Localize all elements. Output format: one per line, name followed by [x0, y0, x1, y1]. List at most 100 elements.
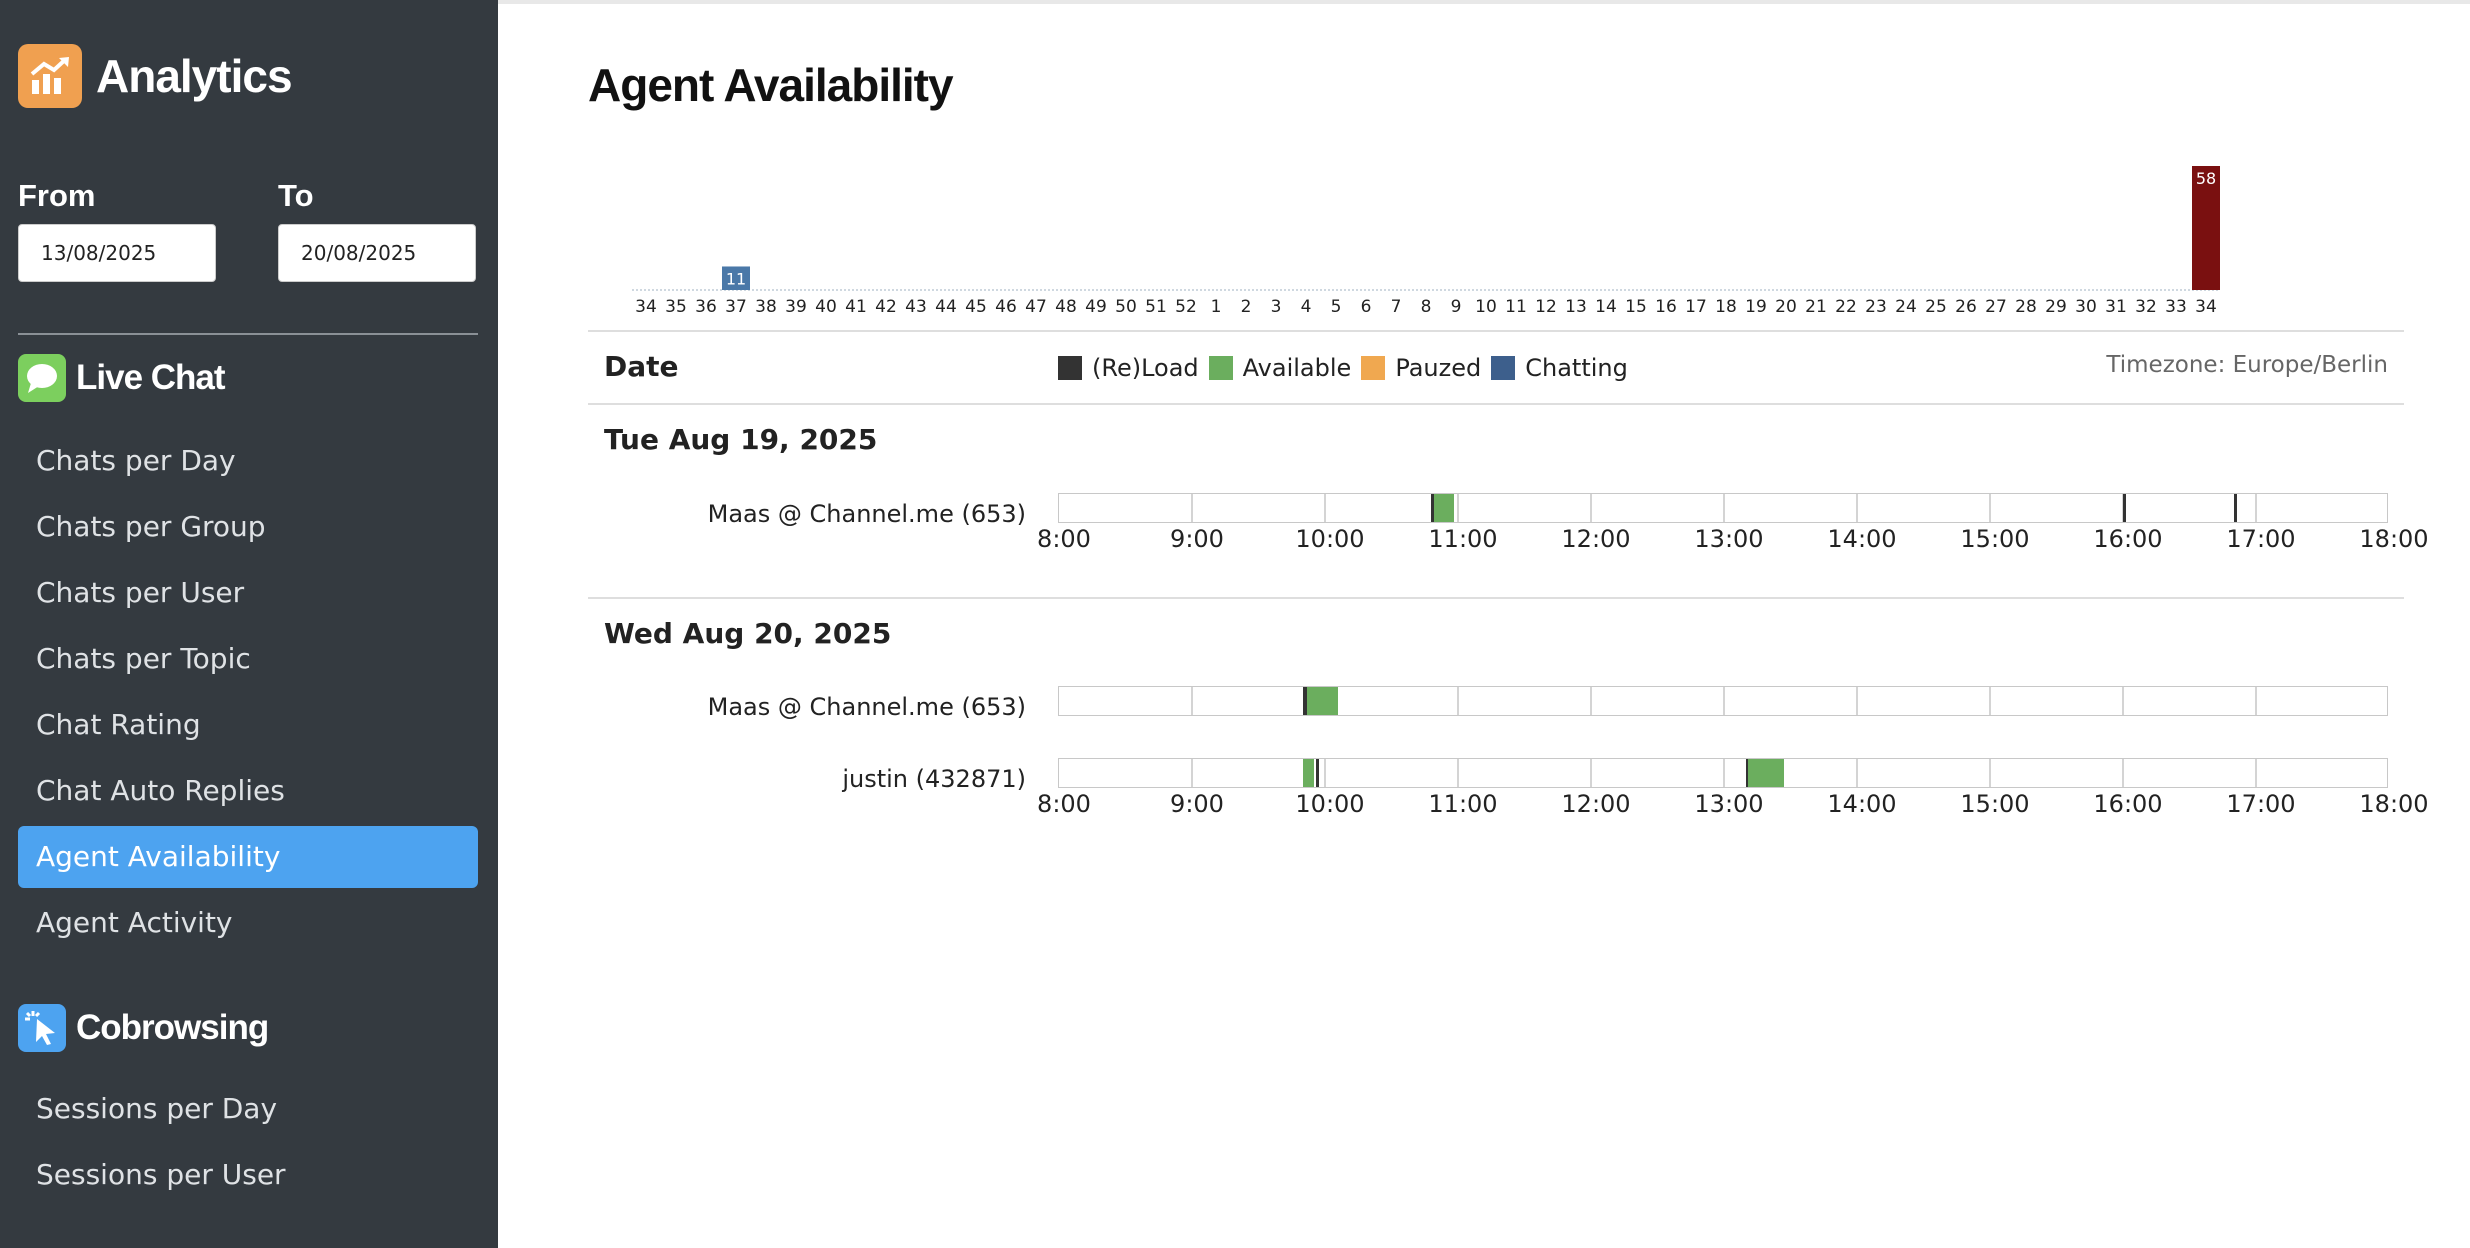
timeline-hour-gridline — [1191, 687, 1193, 715]
segment-re-load[interactable] — [1746, 759, 1750, 787]
timeline-hour-gridline — [1989, 759, 1991, 787]
chart-tick-label: 8 — [1421, 297, 1432, 317]
timeline-hour-gridline — [1590, 687, 1592, 715]
chart-tick-label: 4 — [1301, 297, 1312, 317]
legend-label-pauzed: Pauzed — [1395, 354, 1482, 382]
to-label: To — [278, 178, 314, 213]
availability-timeline — [1058, 758, 2388, 788]
chart-tick-label: 39 — [785, 297, 807, 317]
section-live-chat: Live Chat — [18, 354, 226, 402]
timeline-hour-gridline — [2255, 759, 2257, 787]
segment-available[interactable] — [1307, 687, 1339, 715]
chart-tick-label: 31 — [2105, 297, 2127, 317]
chart-tick-label: 1 — [1211, 297, 1222, 317]
timeline-hour-gridline — [1457, 759, 1459, 787]
day-title: Wed Aug 20, 2025 — [604, 617, 892, 650]
sidebar: Analytics From To Live Chat Chats per Da… — [0, 0, 498, 1248]
segment-re-load[interactable] — [2123, 494, 2126, 522]
nav-chats-per-user[interactable]: Chats per User — [36, 576, 245, 609]
chart-tick-label: 37 — [725, 297, 747, 317]
segment-available[interactable] — [1748, 759, 1784, 787]
chart-bar[interactable] — [2192, 166, 2220, 290]
time-axis: 8:00 9:00 10:00 11:00 12:00 13:00 14:00 15:00 16… — [1037, 790, 2429, 822]
table-header-divider — [588, 403, 2404, 405]
chart-tick-label: 23 — [1865, 297, 1887, 317]
top-border — [498, 0, 2470, 4]
timeline-hour-gridline — [1457, 687, 1459, 715]
nav-chats-per-group[interactable]: Chats per Group — [36, 510, 266, 543]
chart-tick-label: 25 — [1925, 297, 1947, 317]
timeline-hour-gridline — [2122, 759, 2124, 787]
nav-sessions-per-user[interactable]: Sessions per User — [36, 1158, 286, 1191]
legend-swatch-pauzed — [1361, 356, 1386, 380]
chat-bubble-icon — [18, 354, 66, 402]
timeline-hour-gridline — [1723, 687, 1725, 715]
chart-tick-label: 22 — [1835, 297, 1857, 317]
agent-name: Maas @ Channel.me (653) — [707, 500, 1026, 528]
legend-label-chatting: Chatting — [1525, 354, 1628, 382]
chart-tick-label: 7 — [1391, 297, 1402, 317]
timeline-hour-gridline — [1457, 494, 1459, 522]
segment-re-load[interactable] — [1302, 687, 1308, 715]
chart-bar[interactable] — [722, 266, 750, 290]
axis-hour-label: 12:00 — [1561, 790, 1631, 818]
chart-tick-label: 34 — [2195, 297, 2217, 317]
segment-re-load[interactable] — [1431, 494, 1435, 522]
section-title-live-chat: Live Chat — [76, 358, 226, 397]
axis-hour-label: 10:00 — [1295, 525, 1365, 553]
date-column-header: Date — [604, 350, 679, 383]
app-title: Analytics — [96, 50, 293, 102]
chart-tick-label: 2 — [1241, 297, 1252, 317]
nav-chats-per-day[interactable]: Chats per Day — [36, 444, 236, 477]
timeline-hour-gridline — [2255, 687, 2257, 715]
chart-tick-label: 21 — [1805, 297, 1827, 317]
legend-label-available: Available — [1242, 354, 1352, 382]
chart-tick-label: 44 — [935, 297, 957, 317]
timeline-hour-gridline — [1856, 759, 1858, 787]
section-cobrowsing: Cobrowsing — [18, 1004, 269, 1052]
cursor-click-icon — [18, 1004, 66, 1052]
to-date-input[interactable] — [278, 224, 476, 282]
chart-tick-label: 51 — [1145, 297, 1167, 317]
legend-swatch-chatting — [1491, 356, 1516, 380]
nav-sessions-per-day[interactable]: Sessions per Day — [36, 1092, 278, 1125]
segment-re-load[interactable] — [1316, 759, 1320, 787]
chart-tick-label: 15 — [1625, 297, 1647, 317]
axis-hour-label: 14:00 — [1827, 790, 1897, 818]
table-header: Date (Re)Load Available Pauzed Chatting … — [588, 330, 2404, 402]
nav-chat-rating[interactable]: Chat Rating — [36, 708, 201, 741]
chart-tick-label: 20 — [1775, 297, 1797, 317]
chart-tick-label: 36 — [695, 297, 717, 317]
chart-tick-label: 9 — [1451, 297, 1462, 317]
segment-available[interactable] — [1302, 759, 1314, 787]
chart-data-label: 58 — [2196, 169, 2216, 188]
chart-tick-label: 50 — [1115, 297, 1137, 317]
axis-hour-label: 18:00 — [2359, 525, 2429, 553]
from-date-input[interactable] — [18, 224, 216, 282]
day-divider — [588, 597, 2404, 599]
chart-tick-label: 3 — [1271, 297, 1282, 317]
cobrowsing-nav: Sessions per Day Sessions per User — [18, 1078, 478, 1210]
availability-timeline — [1058, 686, 2388, 716]
nav-agent-availability[interactable]: Agent Availability — [18, 826, 478, 888]
app-header: Analytics — [18, 44, 293, 108]
chart-tick-label: 26 — [1955, 297, 1977, 317]
chart-tick-label: 30 — [2075, 297, 2097, 317]
nav-chats-per-topic[interactable]: Chats per Topic — [36, 642, 251, 675]
timeline-hour-gridline — [1856, 494, 1858, 522]
nav-chat-auto-replies[interactable]: Chat Auto Replies — [36, 774, 285, 807]
chart-tick-label: 10 — [1475, 297, 1497, 317]
nav-agent-activity[interactable]: Agent Activity — [36, 906, 233, 939]
availability-timeline — [1058, 493, 2388, 523]
axis-hour-label: 8:00 — [1037, 790, 1091, 818]
agent-name: Maas @ Channel.me (653) — [707, 693, 1026, 721]
axis-hour-label: 14:00 — [1827, 525, 1897, 553]
agent-name: justin (432871) — [842, 765, 1026, 793]
page-title: Agent Availability — [588, 59, 954, 111]
chart-tick-label: 18 — [1715, 297, 1737, 317]
chart-tick-label: 13 — [1565, 297, 1587, 317]
chart-tick-label: 45 — [965, 297, 987, 317]
legend-item-available: Available — [1208, 354, 1352, 382]
segment-available[interactable] — [1433, 494, 1454, 522]
segment-re-load[interactable] — [2233, 494, 2237, 522]
